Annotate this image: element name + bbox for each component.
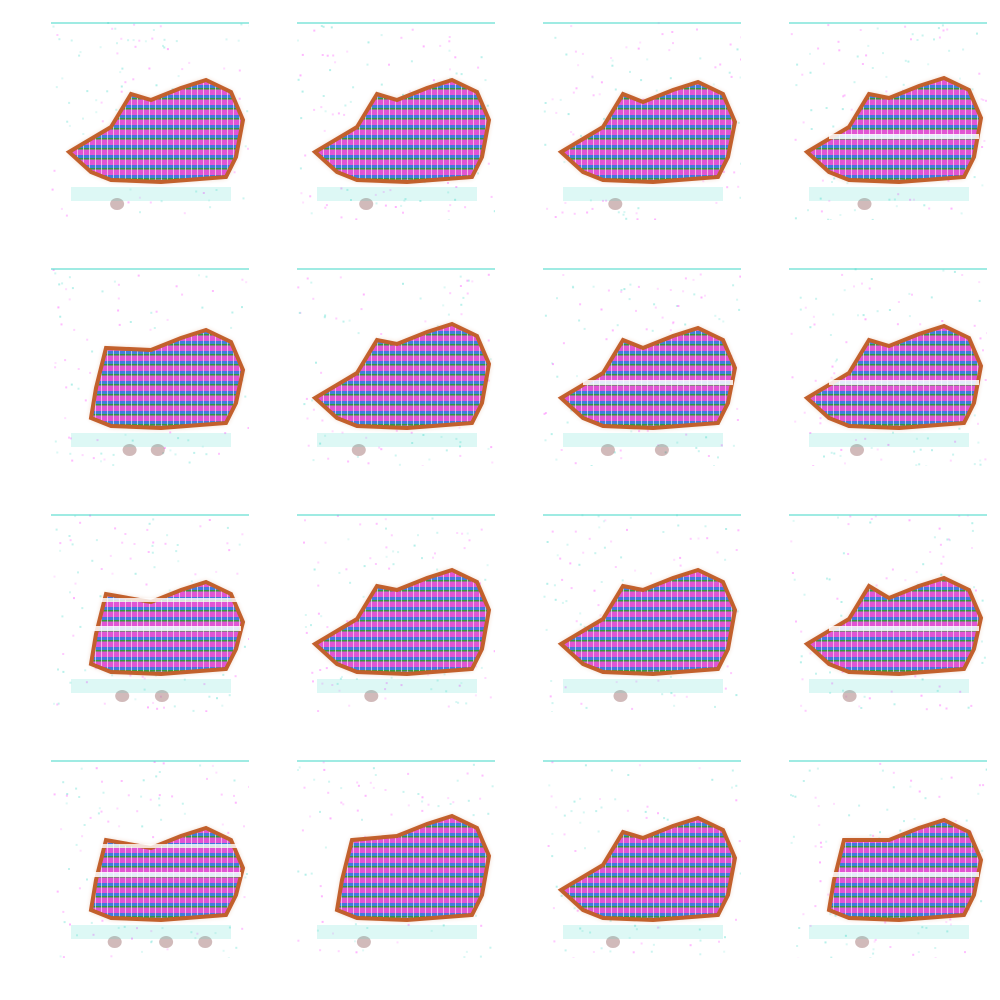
sample-image <box>543 760 741 958</box>
sample-image <box>51 760 249 958</box>
sample-image <box>543 514 741 712</box>
generated-sample-tile <box>543 268 741 466</box>
sample-image <box>297 22 495 220</box>
generated-sample-tile <box>297 268 495 466</box>
generated-sample-tile <box>297 760 495 958</box>
generated-sample-tile <box>51 22 249 220</box>
generated-sample-tile <box>51 514 249 712</box>
generated-sample-tile <box>789 268 987 466</box>
sample-image <box>297 514 495 712</box>
sample-image <box>297 760 495 958</box>
generated-sample-tile <box>789 22 987 220</box>
generated-sample-tile <box>543 514 741 712</box>
generated-sample-tile <box>297 514 495 712</box>
generated-sample-tile <box>51 760 249 958</box>
generated-sample-tile <box>543 760 741 958</box>
sample-image <box>297 268 495 466</box>
sample-image <box>51 514 249 712</box>
generated-sample-tile <box>789 514 987 712</box>
sample-image <box>543 22 741 220</box>
sample-image <box>543 268 741 466</box>
generated-sample-tile <box>51 268 249 466</box>
sample-image <box>789 22 987 220</box>
sample-image <box>51 268 249 466</box>
sample-image <box>789 514 987 712</box>
generated-sample-tile <box>543 22 741 220</box>
sample-image <box>789 268 987 466</box>
sample-image <box>51 22 249 217</box>
generated-sample-tile <box>297 22 495 220</box>
sample-image <box>789 760 987 958</box>
generated-sample-tile <box>789 760 987 958</box>
